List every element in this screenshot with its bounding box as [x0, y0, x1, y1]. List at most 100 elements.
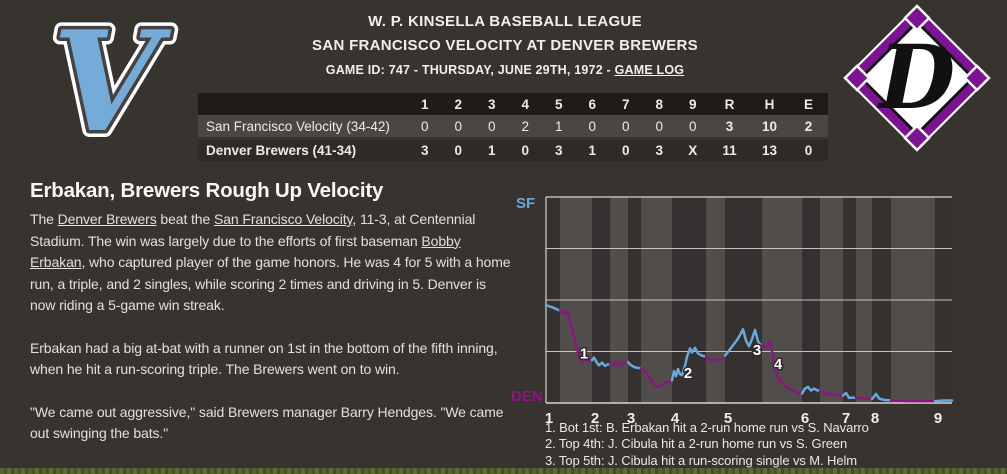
- linescore-team-row: San Francisco Velocity (34-42) 0 0 0 2 1 0 0 0 0 3…: [198, 115, 828, 137]
- linescore-header-cell: 6: [588, 96, 596, 112]
- linescore-header-cell: E: [803, 96, 813, 112]
- linescore-value-cell: 3: [554, 143, 563, 158]
- brewers-diamond-mark: D: [843, 4, 991, 152]
- grass-strip: [0, 468, 1007, 474]
- matchup-title: SAN FRANCISCO VELOCITY AT DENVER BREWERS: [312, 37, 698, 54]
- win-prob-segment-sf: [800, 385, 822, 395]
- game-meta-line: GAME ID: 747 - THURSDAY, JUNE 29TH, 1972…: [185, 63, 825, 77]
- linescore-header-cell: 7: [621, 96, 630, 112]
- linescore-header-cell: 3: [487, 96, 496, 112]
- linescore-header-cell: 5: [554, 96, 563, 112]
- linescore-header-cell: 9: [688, 96, 697, 112]
- x-axis-label: 6: [801, 410, 809, 427]
- win-prob-segment-den: [608, 360, 630, 367]
- x-axis-label: 8: [871, 410, 879, 427]
- x-axis-label: 2: [591, 410, 599, 427]
- linescore-value-cell: 0: [521, 143, 529, 158]
- article-link[interactable]: San Francisco Velocity: [213, 211, 353, 227]
- linescore-value-cell: 0: [621, 143, 630, 158]
- linescore-value-cell: 0: [588, 118, 596, 134]
- play-marker-3: 3: [753, 342, 761, 359]
- linescore-team-name: Denver Brewers (41-34): [206, 143, 357, 158]
- x-axis-label: 7: [842, 410, 850, 427]
- article-link[interactable]: Bobby Erbakan: [30, 232, 461, 271]
- script-d-letter: D: [876, 25, 955, 129]
- play-marker-1: 1: [580, 346, 588, 363]
- play-marker-2: 2: [684, 365, 692, 382]
- linescore-header-row: 1 2 3 4 5 6 7 8 9 R H E: [198, 93, 828, 115]
- den-axis-label: DEN: [511, 388, 543, 405]
- win-prob-segment-den: [760, 340, 804, 395]
- article-text: The: [30, 211, 58, 227]
- win-prob-segment-sf: [870, 392, 893, 402]
- linescore-value-cell: 0: [621, 118, 630, 134]
- linescore-value-cell: 0: [454, 118, 462, 134]
- win-prob-segment-sf: [723, 328, 764, 357]
- article-text: , who captured player of the game honors…: [30, 254, 511, 313]
- win-prob-segment-den: [639, 367, 674, 389]
- linescore-value-cell: 11: [722, 143, 737, 158]
- article-paragraph: Erbakan had a big at-bat with a runner o…: [30, 338, 513, 381]
- x-axis-label: 5: [724, 410, 732, 427]
- league-name: W. P. KINSELLA BASEBALL LEAGUE: [368, 13, 642, 30]
- v-outline: V: [52, 8, 171, 158]
- linescore-value-cell: 3: [420, 143, 429, 158]
- article-text: "We came out aggressive," said Brewers m…: [30, 403, 504, 442]
- linescore-header-cell: 1: [420, 96, 429, 112]
- key-plays-list: 1. Bot 1st: B. Erbakan hit a 2-run home …: [545, 420, 1005, 469]
- win-prob-segment-den: [818, 389, 845, 397]
- linescore-value-cell: 1: [588, 143, 596, 158]
- win-prob-segment-sf: [590, 356, 612, 368]
- sf-axis-label: SF: [516, 195, 535, 212]
- x-axis-label: 9: [934, 410, 942, 427]
- linescore-value-cell: 0: [487, 118, 496, 134]
- linescore-value-cell: 1: [487, 143, 496, 158]
- linescore-value-cell: 0: [804, 143, 813, 158]
- linescore-value-cell: 0: [420, 118, 429, 134]
- article-body: The Denver Brewers beat the San Francisc…: [30, 209, 513, 445]
- base-bottom: [903, 124, 931, 152]
- velocity-v-mark: V V: [45, 8, 178, 158]
- win-prob-segment-sf: [626, 360, 643, 370]
- article-text: , 11-3, at Centennial Stadium. The win w…: [30, 211, 476, 249]
- linescore-header-cell: 2: [454, 96, 462, 112]
- win-prob-segment-den: [558, 309, 594, 363]
- play-marker-4: 4: [774, 356, 783, 373]
- article-paragraph: "We came out aggressive," said Brewers m…: [30, 402, 513, 445]
- linescore-value-cell: 2: [804, 118, 813, 134]
- linescore-value-cell: 10: [761, 118, 778, 134]
- linescore-value-cell: 0: [688, 118, 697, 134]
- win-prob-segment-sf: [933, 399, 954, 403]
- key-play-item: 3. Top 5th: J. Cibula hit a run-scoring …: [545, 452, 857, 468]
- home-team-logo: D: [843, 4, 991, 152]
- game-header: W. P. KINSELLA BASEBALL LEAGUE SAN FRANC…: [185, 13, 825, 77]
- linescore-table: 1 2 3 4 5 6 7 8 9 R H E San Francisco Velocity (34-4…: [198, 93, 828, 161]
- linescore-header-cell: 4: [521, 96, 529, 112]
- x-axis-label: 3: [627, 410, 635, 427]
- recap-article: Erbakan, Brewers Rough Up Velocity The D…: [30, 179, 513, 445]
- linescore-value-cell: 2: [521, 118, 529, 134]
- key-play-item: 1. Bot 1st: B. Erbakan hit a 2-run home …: [545, 420, 869, 435]
- linescore-value-cell: 1: [554, 118, 563, 134]
- win-prob-segment-den: [854, 396, 874, 401]
- win-prob-segment-den: [704, 354, 727, 363]
- diamond-infield: [863, 24, 971, 132]
- game-id-and-date: GAME ID: 747 - THURSDAY, JUNE 29TH, 1972…: [325, 63, 615, 77]
- base-right: [963, 64, 991, 92]
- article-link[interactable]: Denver Brewers: [57, 211, 157, 227]
- article-headline: Erbakan, Brewers Rough Up Velocity: [30, 179, 384, 202]
- linescore-value-cell: 0: [655, 118, 663, 134]
- linescore-value-cell: 0: [454, 143, 462, 158]
- x-axis-label: 4: [671, 410, 680, 427]
- article-text: beat the: [156, 211, 214, 227]
- win-prob-segment-den: [889, 399, 937, 403]
- x-axis-label: 1: [545, 410, 553, 427]
- game-log-link[interactable]: GAME LOG: [614, 63, 685, 77]
- article-paragraph: The Denver Brewers beat the San Francisc…: [30, 209, 513, 317]
- linescore-header-cell: R: [724, 96, 735, 112]
- base-top: [903, 4, 931, 32]
- linescore-team-row: Denver Brewers (41-34) 3 0 1 0 3 1 0 3 X 11 13 0: [198, 140, 828, 161]
- linescore-value-cell: 13: [761, 143, 778, 158]
